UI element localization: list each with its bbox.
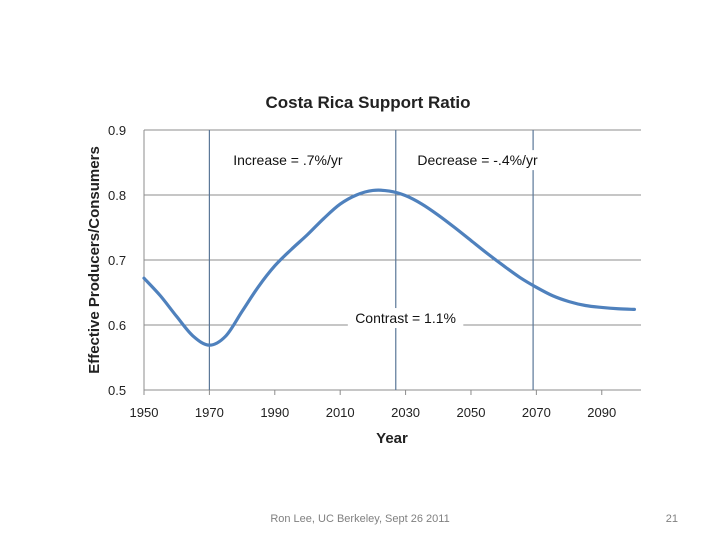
- annotation-label: Contrast = 1.1%: [355, 310, 456, 326]
- annotation-label: Decrease = -.4%/yr: [417, 152, 538, 168]
- annotation-label: Increase = .7%/yr: [233, 152, 343, 168]
- x-axis-title: Year: [376, 430, 408, 447]
- x-tick-label: 2090: [587, 405, 616, 420]
- chart-title: Costa Rica Support Ratio: [266, 93, 471, 112]
- x-tick-label: 2050: [457, 405, 486, 420]
- y-axis-title: Effective Producers/Consumers: [86, 146, 103, 374]
- page-number: 21: [665, 513, 678, 525]
- annotation-background: [222, 150, 353, 171]
- y-tick-label: 0.5: [108, 383, 126, 398]
- y-tick-label: 0.6: [108, 318, 126, 333]
- x-tick-label: 2010: [326, 405, 355, 420]
- x-tick-label: 1970: [195, 405, 224, 420]
- y-tick-label: 0.7: [108, 253, 126, 268]
- x-tick-label: 1950: [130, 405, 159, 420]
- x-tick-label: 1990: [260, 405, 289, 420]
- y-tick-label: 0.8: [108, 188, 126, 203]
- footer-credit: Ron Lee, UC Berkeley, Sept 26 2011: [270, 513, 450, 525]
- annotation-background: [347, 308, 464, 329]
- series-line-support-ratio: [142, 188, 637, 347]
- y-tick-label: 0.9: [108, 123, 126, 138]
- x-tick-label: 2030: [391, 405, 420, 420]
- annotation-background: [408, 150, 547, 171]
- x-tick-label: 2070: [522, 405, 551, 420]
- support-ratio-chart: Costa Rica Support Ratio 0.5 0.6 0.7 0.8 0.9 1…: [86, 93, 641, 447]
